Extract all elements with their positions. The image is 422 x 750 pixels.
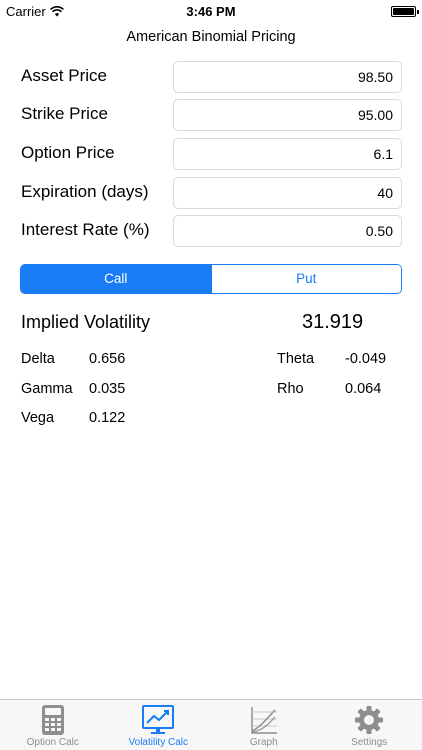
option-price-label: Option Price — [21, 143, 115, 162]
implied-volatility-label: Implied Volatility — [21, 312, 151, 332]
wifi-icon — [49, 6, 64, 17]
put-segment[interactable]: Put — [210, 265, 401, 293]
gamma-label: Gamma — [21, 381, 73, 397]
volatility-chart-icon — [142, 705, 175, 734]
tab-settings-label: Settings — [351, 737, 388, 748]
page-title: American Binomial Pricing — [126, 29, 296, 45]
expiration-input[interactable] — [173, 177, 402, 209]
strike-price-row: Strike Price — [0, 99, 422, 133]
tab-volatility-calc-label: Volatility Calc — [128, 737, 188, 748]
status-bar: Carrier 3:46 PM — [0, 0, 422, 22]
theta-value: -0.049 — [345, 351, 387, 367]
implied-volatility-value: 31.919 — [302, 311, 364, 333]
asset-price-input[interactable] — [173, 61, 402, 93]
delta-value: 0.656 — [89, 351, 126, 367]
carrier-info: Carrier — [6, 4, 64, 19]
strike-price-input[interactable] — [173, 99, 402, 131]
tab-graph-label: Graph — [249, 737, 278, 748]
asset-price-row: Asset Price — [0, 61, 422, 95]
battery-icon — [391, 6, 419, 17]
graph-icon — [251, 707, 277, 734]
vega-value: 0.122 — [89, 410, 126, 426]
tab-option-calc[interactable]: Option Calc — [0, 700, 106, 750]
gamma-value: 0.035 — [89, 381, 126, 397]
strike-price-label: Strike Price — [21, 104, 108, 123]
tab-settings[interactable]: Settings — [317, 700, 422, 750]
calculator-icon — [41, 705, 64, 735]
interest-rate-label: Interest Rate (%) — [21, 220, 150, 239]
option-price-row: Option Price — [0, 138, 422, 172]
option-type-segmented-control: Call Put — [20, 264, 402, 294]
rho-value: 0.064 — [345, 381, 382, 397]
interest-rate-row: Interest Rate (%) — [0, 215, 422, 249]
delta-label: Delta — [21, 351, 55, 367]
asset-price-label: Asset Price — [21, 66, 107, 85]
call-segment[interactable]: Call — [21, 265, 211, 293]
carrier-label: Carrier — [6, 4, 46, 19]
tab-option-calc-label: Option Calc — [26, 737, 79, 748]
status-time: 3:46 PM — [186, 4, 236, 19]
option-price-input[interactable] — [173, 138, 402, 170]
expiration-row: Expiration (days) — [0, 177, 422, 211]
interest-rate-input[interactable] — [173, 215, 402, 247]
tab-volatility-calc[interactable]: Volatility Calc — [106, 700, 212, 750]
theta-label: Theta — [277, 351, 315, 367]
vega-label: Vega — [21, 410, 55, 426]
tab-graph[interactable]: Graph — [211, 700, 317, 750]
tab-bar: Option Calc Volatility Calc Graph — [0, 699, 422, 750]
rho-label: Rho — [277, 381, 304, 397]
gear-icon — [355, 706, 384, 734]
expiration-label: Expiration (days) — [21, 182, 149, 201]
